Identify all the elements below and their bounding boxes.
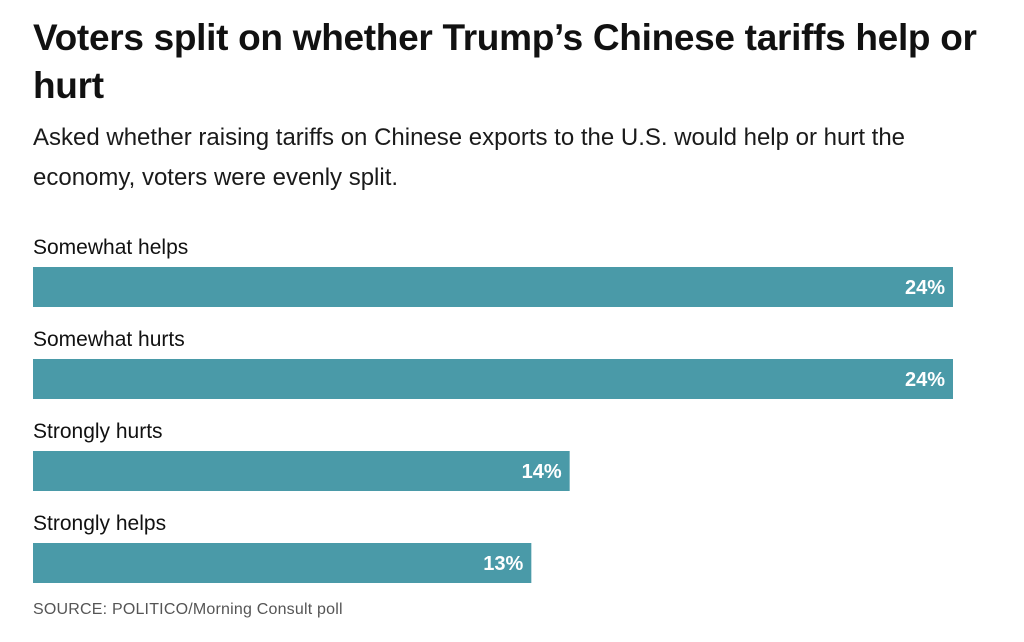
value-label: 24% bbox=[905, 369, 945, 391]
category-label: Somewhat helps bbox=[33, 236, 188, 259]
value-label: 14% bbox=[522, 461, 562, 483]
chart-subtitle: Asked whether raising tariffs on Chinese… bbox=[33, 124, 906, 191]
category-label: Somewhat hurts bbox=[33, 328, 185, 351]
source-note: SOURCE: POLITICO/Morning Consult poll bbox=[33, 601, 343, 618]
category-label: Strongly helps bbox=[33, 512, 166, 535]
value-label: 13% bbox=[483, 553, 523, 575]
bar bbox=[33, 267, 953, 307]
chart-title: Voters split on whether Trump’s Chinese … bbox=[33, 17, 977, 106]
bar bbox=[33, 359, 953, 399]
bar bbox=[33, 543, 532, 583]
bar bbox=[33, 451, 570, 491]
value-label: 24% bbox=[905, 277, 945, 299]
category-label: Strongly hurts bbox=[33, 420, 163, 443]
